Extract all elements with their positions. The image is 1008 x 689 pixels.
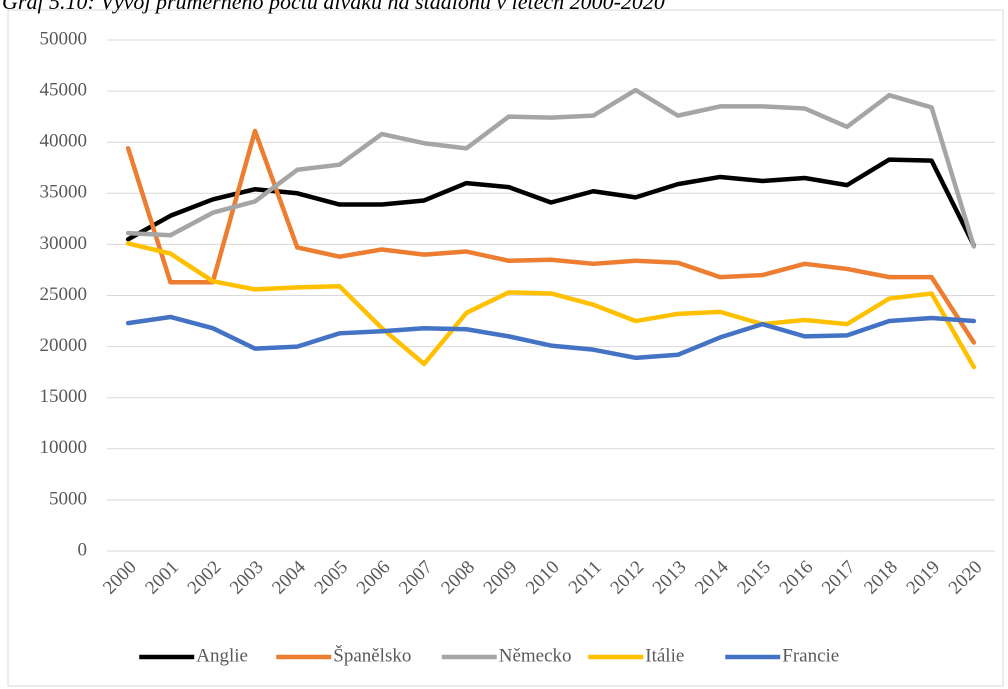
y-tick-label: 20000 bbox=[40, 335, 88, 356]
y-tick-label: 15000 bbox=[40, 386, 88, 407]
y-tick-label: 5000 bbox=[49, 488, 87, 509]
legend-label: Německo bbox=[499, 645, 572, 666]
y-tick-label: 30000 bbox=[40, 233, 88, 254]
legend-label: Anglie bbox=[196, 645, 248, 666]
y-tick-label: 45000 bbox=[40, 79, 88, 100]
legend-label: Itálie bbox=[645, 645, 684, 666]
y-tick-label: 10000 bbox=[40, 437, 88, 458]
series-line bbox=[125, 87, 977, 249]
legend-label: Francie bbox=[782, 645, 839, 666]
legend-label: Španělsko bbox=[333, 644, 411, 666]
y-tick-label: 35000 bbox=[40, 182, 88, 203]
series-line bbox=[125, 241, 977, 370]
y-tick-label: 50000 bbox=[40, 28, 88, 49]
y-tick-label: 25000 bbox=[40, 284, 88, 305]
y-tick-label: 0 bbox=[78, 539, 88, 560]
y-tick-label: 40000 bbox=[40, 131, 88, 152]
chart-title: Graf 5.10: Vývoj průměrného počtu diváků… bbox=[2, 0, 665, 14]
series-line bbox=[125, 128, 977, 345]
series-line bbox=[125, 314, 977, 361]
